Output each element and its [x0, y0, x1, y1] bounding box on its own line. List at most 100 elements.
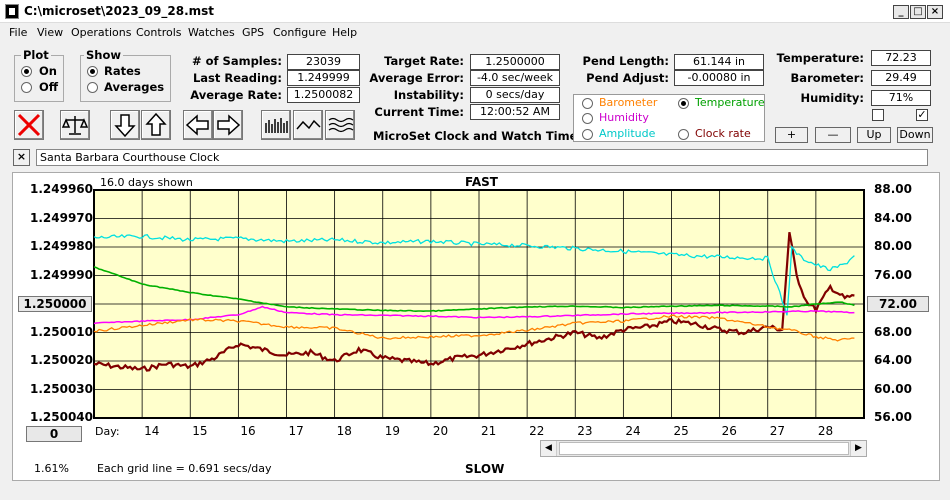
maximize-icon[interactable]: □	[910, 5, 926, 19]
line-view-button[interactable]	[293, 110, 323, 140]
left-tick-label: 1.249960	[30, 182, 94, 196]
menu-configure[interactable]: Configure	[273, 26, 327, 39]
menu-watches[interactable]: Watches	[188, 26, 235, 39]
balance-button[interactable]	[60, 110, 90, 140]
humidity-field: 71%	[871, 90, 931, 106]
wave-graph-icon	[328, 117, 354, 133]
humidity-radio[interactable]	[582, 113, 593, 124]
x-tick-label: 17	[288, 424, 304, 438]
watch-name-field[interactable]: Santa Barbara Courthouse Clock	[36, 149, 928, 166]
average-error-field: -4.0 sec/week	[470, 70, 560, 86]
last-reading-label: Last Reading:	[192, 71, 282, 85]
current-time-field: 12:00:52 AM	[470, 104, 560, 120]
plot-off-radio[interactable]	[21, 82, 32, 93]
balance-scale-icon	[61, 116, 89, 135]
menu-file[interactable]: File	[9, 26, 28, 39]
slow-label: SLOW	[465, 462, 505, 476]
temperature-radio[interactable]	[678, 98, 689, 109]
checkbox-left[interactable]	[872, 109, 884, 121]
app-name-label: MicroSet Clock and Watch Timer	[373, 129, 584, 143]
scale-plus-button[interactable]: +	[775, 127, 808, 143]
scale-down-button[interactable]: Down	[897, 127, 933, 143]
left-tick-label: 1.249970	[30, 210, 94, 225]
amplitude-legend-label: Amplitude	[599, 127, 656, 140]
up-arrow-button[interactable]	[141, 110, 171, 140]
show-group: Show Rates Averages	[80, 48, 171, 102]
percent-label: 1.61%	[34, 462, 69, 475]
x-tick-label: 14	[144, 424, 160, 438]
close-icon[interactable]: ×	[927, 5, 943, 19]
scroll-right-icon[interactable]: ▶	[850, 441, 866, 456]
x-tick-label: 18	[336, 424, 352, 438]
center-rate-button[interactable]: 1.250000	[18, 296, 92, 312]
barometer-radio[interactable]	[582, 98, 593, 109]
arrow-down-icon	[114, 114, 136, 138]
bars-view-button[interactable]	[261, 110, 291, 140]
plot-off-label: Off	[39, 80, 59, 94]
right-tick-label: 88.00	[874, 182, 912, 196]
arrow-right-icon	[217, 114, 241, 136]
show-group-title: Show	[84, 48, 123, 62]
show-averages-radio[interactable]	[87, 82, 98, 93]
stop-button[interactable]	[14, 110, 44, 140]
scroll-left-icon[interactable]: ◀	[541, 441, 557, 456]
menu-view[interactable]: View	[37, 26, 64, 39]
minimize-icon[interactable]: _	[893, 5, 909, 19]
x-tick-label: 23	[577, 424, 593, 438]
barometer-legend-label: Barometer	[599, 96, 658, 109]
x-tick-label: 24	[625, 424, 641, 438]
amplitude-radio[interactable]	[582, 129, 593, 140]
show-rates-radio[interactable]	[87, 66, 98, 77]
menu-help[interactable]: Help	[332, 26, 358, 39]
left-tick-label: 1.250040	[30, 410, 94, 424]
plot-group: Plot On Off	[14, 48, 64, 102]
scale-minus-button[interactable]: —	[815, 127, 851, 143]
center-right-button[interactable]: 72.00	[867, 296, 929, 312]
humidity-legend-label: Humidity	[599, 111, 649, 124]
right-tick-label: 56.00	[874, 410, 912, 424]
x-tick-label: 15	[192, 424, 208, 438]
grid-lines	[94, 189, 864, 419]
left-tick-label: 1.250020	[30, 353, 94, 367]
x-tick-label: 26	[721, 424, 737, 438]
wave-view-button[interactable]	[325, 110, 355, 140]
horizontal-scrollbar[interactable]: ◀ ▶	[540, 440, 867, 457]
clock-rate-radio[interactable]	[678, 129, 689, 140]
pend-length-field[interactable]: 61.144 in	[674, 54, 764, 70]
menu-operations[interactable]: Operations	[71, 26, 132, 39]
samples-label: # of Samples:	[192, 54, 282, 68]
window-title: C:\microset\2023_09_28.mst	[24, 4, 215, 18]
scroll-thumb[interactable]	[559, 442, 849, 455]
grid-note: Each grid line = 0.691 secs/day	[97, 462, 272, 475]
right-arrow-button[interactable]	[213, 110, 243, 140]
last-reading-field: 1.249999	[287, 70, 360, 86]
menu-gps[interactable]: GPS	[242, 26, 265, 39]
barometer-field: 29.49	[871, 70, 931, 86]
left-tick-label: 1.249980	[30, 239, 94, 253]
right-tick-label: 60.00	[874, 381, 912, 396]
app-icon[interactable]	[5, 4, 19, 19]
menu-controls[interactable]: Controls	[136, 26, 182, 39]
menu-bar: File View Operations Controls Watches GP…	[0, 23, 950, 42]
series-line-humidity	[93, 305, 855, 325]
left-tick-label: 1.250030	[30, 381, 94, 396]
barometer-label: Barometer:	[790, 71, 864, 85]
red-x-icon	[17, 113, 41, 137]
bar-graph-icon	[265, 118, 288, 133]
left-tick-label: 1.249990	[30, 267, 94, 282]
x-tick-label: 25	[673, 424, 689, 438]
x-tick-label: 16	[240, 424, 256, 438]
left-arrow-button[interactable]	[183, 110, 213, 140]
x-axis-label: Day:	[95, 425, 120, 438]
scale-up-button[interactable]: Up	[857, 127, 891, 143]
right-tick-label: 80.00	[874, 239, 912, 253]
series-line-amplitude	[93, 266, 855, 313]
target-rate-field[interactable]: 1.2500000	[470, 54, 560, 70]
plot-on-radio[interactable]	[21, 66, 32, 77]
checkbox-right[interactable]: ✓	[916, 108, 928, 121]
offset-button[interactable]: 0	[26, 426, 82, 442]
down-arrow-button[interactable]	[110, 110, 140, 140]
average-rate-field: 1.2500082	[287, 87, 360, 103]
clear-watch-button[interactable]: ×	[13, 149, 30, 166]
